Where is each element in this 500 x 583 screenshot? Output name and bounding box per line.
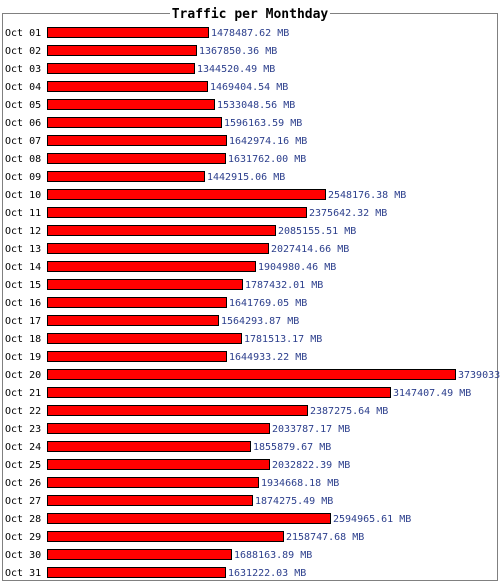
value-label: 1478487.62 MB <box>211 28 289 39</box>
value-label: 1644933.22 MB <box>229 352 307 363</box>
day-label: Oct 01 <box>5 28 41 39</box>
value-label: 3739033.23 MB <box>458 370 500 381</box>
value-label: 1874275.49 MB <box>255 496 333 507</box>
value-label: 1367850.36 MB <box>199 46 277 57</box>
value-label: 2033787.17 MB <box>272 424 350 435</box>
value-label: 2548176.38 MB <box>328 190 406 201</box>
day-label: Oct 06 <box>5 118 41 129</box>
value-label: 2594965.61 MB <box>333 514 411 525</box>
traffic-bar <box>47 423 270 434</box>
traffic-bar <box>47 531 284 542</box>
day-label: Oct 07 <box>5 136 41 147</box>
traffic-bar <box>47 135 227 146</box>
day-label: Oct 30 <box>5 550 41 561</box>
day-label: Oct 23 <box>5 424 41 435</box>
traffic-bar <box>47 27 209 38</box>
traffic-bar <box>47 297 227 308</box>
value-label: 1781513.17 MB <box>244 334 322 345</box>
day-label: Oct 10 <box>5 190 41 201</box>
day-label: Oct 29 <box>5 532 41 543</box>
day-label: Oct 20 <box>5 370 41 381</box>
value-label: 1904980.46 MB <box>258 262 336 273</box>
day-label: Oct 16 <box>5 298 41 309</box>
value-label: 2032822.39 MB <box>272 460 350 471</box>
value-label: 1631222.03 MB <box>228 568 306 579</box>
day-label: Oct 24 <box>5 442 41 453</box>
value-label: 1596163.59 MB <box>224 118 302 129</box>
value-label: 1564293.87 MB <box>221 316 299 327</box>
value-label: 1641769.05 MB <box>229 298 307 309</box>
traffic-bar <box>47 459 270 470</box>
day-label: Oct 08 <box>5 154 41 165</box>
day-label: Oct 02 <box>5 46 41 57</box>
traffic-bar <box>47 45 197 56</box>
value-label: 2387275.64 MB <box>310 406 388 417</box>
day-label: Oct 09 <box>5 172 41 183</box>
traffic-bar <box>47 513 331 524</box>
day-label: Oct 19 <box>5 352 41 363</box>
traffic-bar <box>47 171 205 182</box>
traffic-bar <box>47 567 226 578</box>
day-label: Oct 12 <box>5 226 41 237</box>
day-label: Oct 22 <box>5 406 41 417</box>
value-label: 2375642.32 MB <box>309 208 387 219</box>
day-label: Oct 17 <box>5 316 41 327</box>
value-label: 1787432.01 MB <box>245 280 323 291</box>
traffic-bar <box>47 153 226 164</box>
traffic-bar <box>47 333 242 344</box>
traffic-bar <box>47 405 308 416</box>
traffic-bar <box>47 63 195 74</box>
value-label: 1344520.49 MB <box>197 64 275 75</box>
day-label: Oct 31 <box>5 568 41 579</box>
traffic-bar <box>47 315 219 326</box>
traffic-bar <box>47 117 222 128</box>
value-label: 1934668.18 MB <box>261 478 339 489</box>
value-label: 3147407.49 MB <box>393 388 471 399</box>
day-label: Oct 11 <box>5 208 41 219</box>
traffic-bar <box>47 387 391 398</box>
day-label: Oct 25 <box>5 460 41 471</box>
traffic-bar <box>47 261 256 272</box>
traffic-bar <box>47 351 227 362</box>
traffic-bar <box>47 207 307 218</box>
value-label: 2085155.51 MB <box>278 226 356 237</box>
value-label: 1642974.16 MB <box>229 136 307 147</box>
value-label: 1631762.00 MB <box>228 154 306 165</box>
traffic-bar <box>47 495 253 506</box>
traffic-bar <box>47 441 251 452</box>
traffic-bar <box>47 279 243 290</box>
value-label: 2027414.66 MB <box>271 244 349 255</box>
day-label: Oct 03 <box>5 64 41 75</box>
traffic-bar <box>47 369 456 380</box>
value-label: 2158747.68 MB <box>286 532 364 543</box>
traffic-bar <box>47 99 215 110</box>
value-label: 1442915.06 MB <box>207 172 285 183</box>
traffic-bar <box>47 81 208 92</box>
day-label: Oct 15 <box>5 280 41 291</box>
day-label: Oct 14 <box>5 262 41 273</box>
day-label: Oct 26 <box>5 478 41 489</box>
value-label: 1688163.89 MB <box>234 550 312 561</box>
value-label: 1855879.67 MB <box>253 442 331 453</box>
day-label: Oct 28 <box>5 514 41 525</box>
traffic-bar <box>47 549 232 560</box>
traffic-bar <box>47 225 276 236</box>
day-label: Oct 04 <box>5 82 41 93</box>
day-label: Oct 13 <box>5 244 41 255</box>
traffic-bar <box>47 243 269 254</box>
day-label: Oct 18 <box>5 334 41 345</box>
value-label: 1469404.54 MB <box>210 82 288 93</box>
day-label: Oct 05 <box>5 100 41 111</box>
traffic-bar <box>47 477 259 488</box>
day-label: Oct 27 <box>5 496 41 507</box>
day-label: Oct 21 <box>5 388 41 399</box>
traffic-bar <box>47 189 326 200</box>
value-label: 1533048.56 MB <box>217 100 295 111</box>
